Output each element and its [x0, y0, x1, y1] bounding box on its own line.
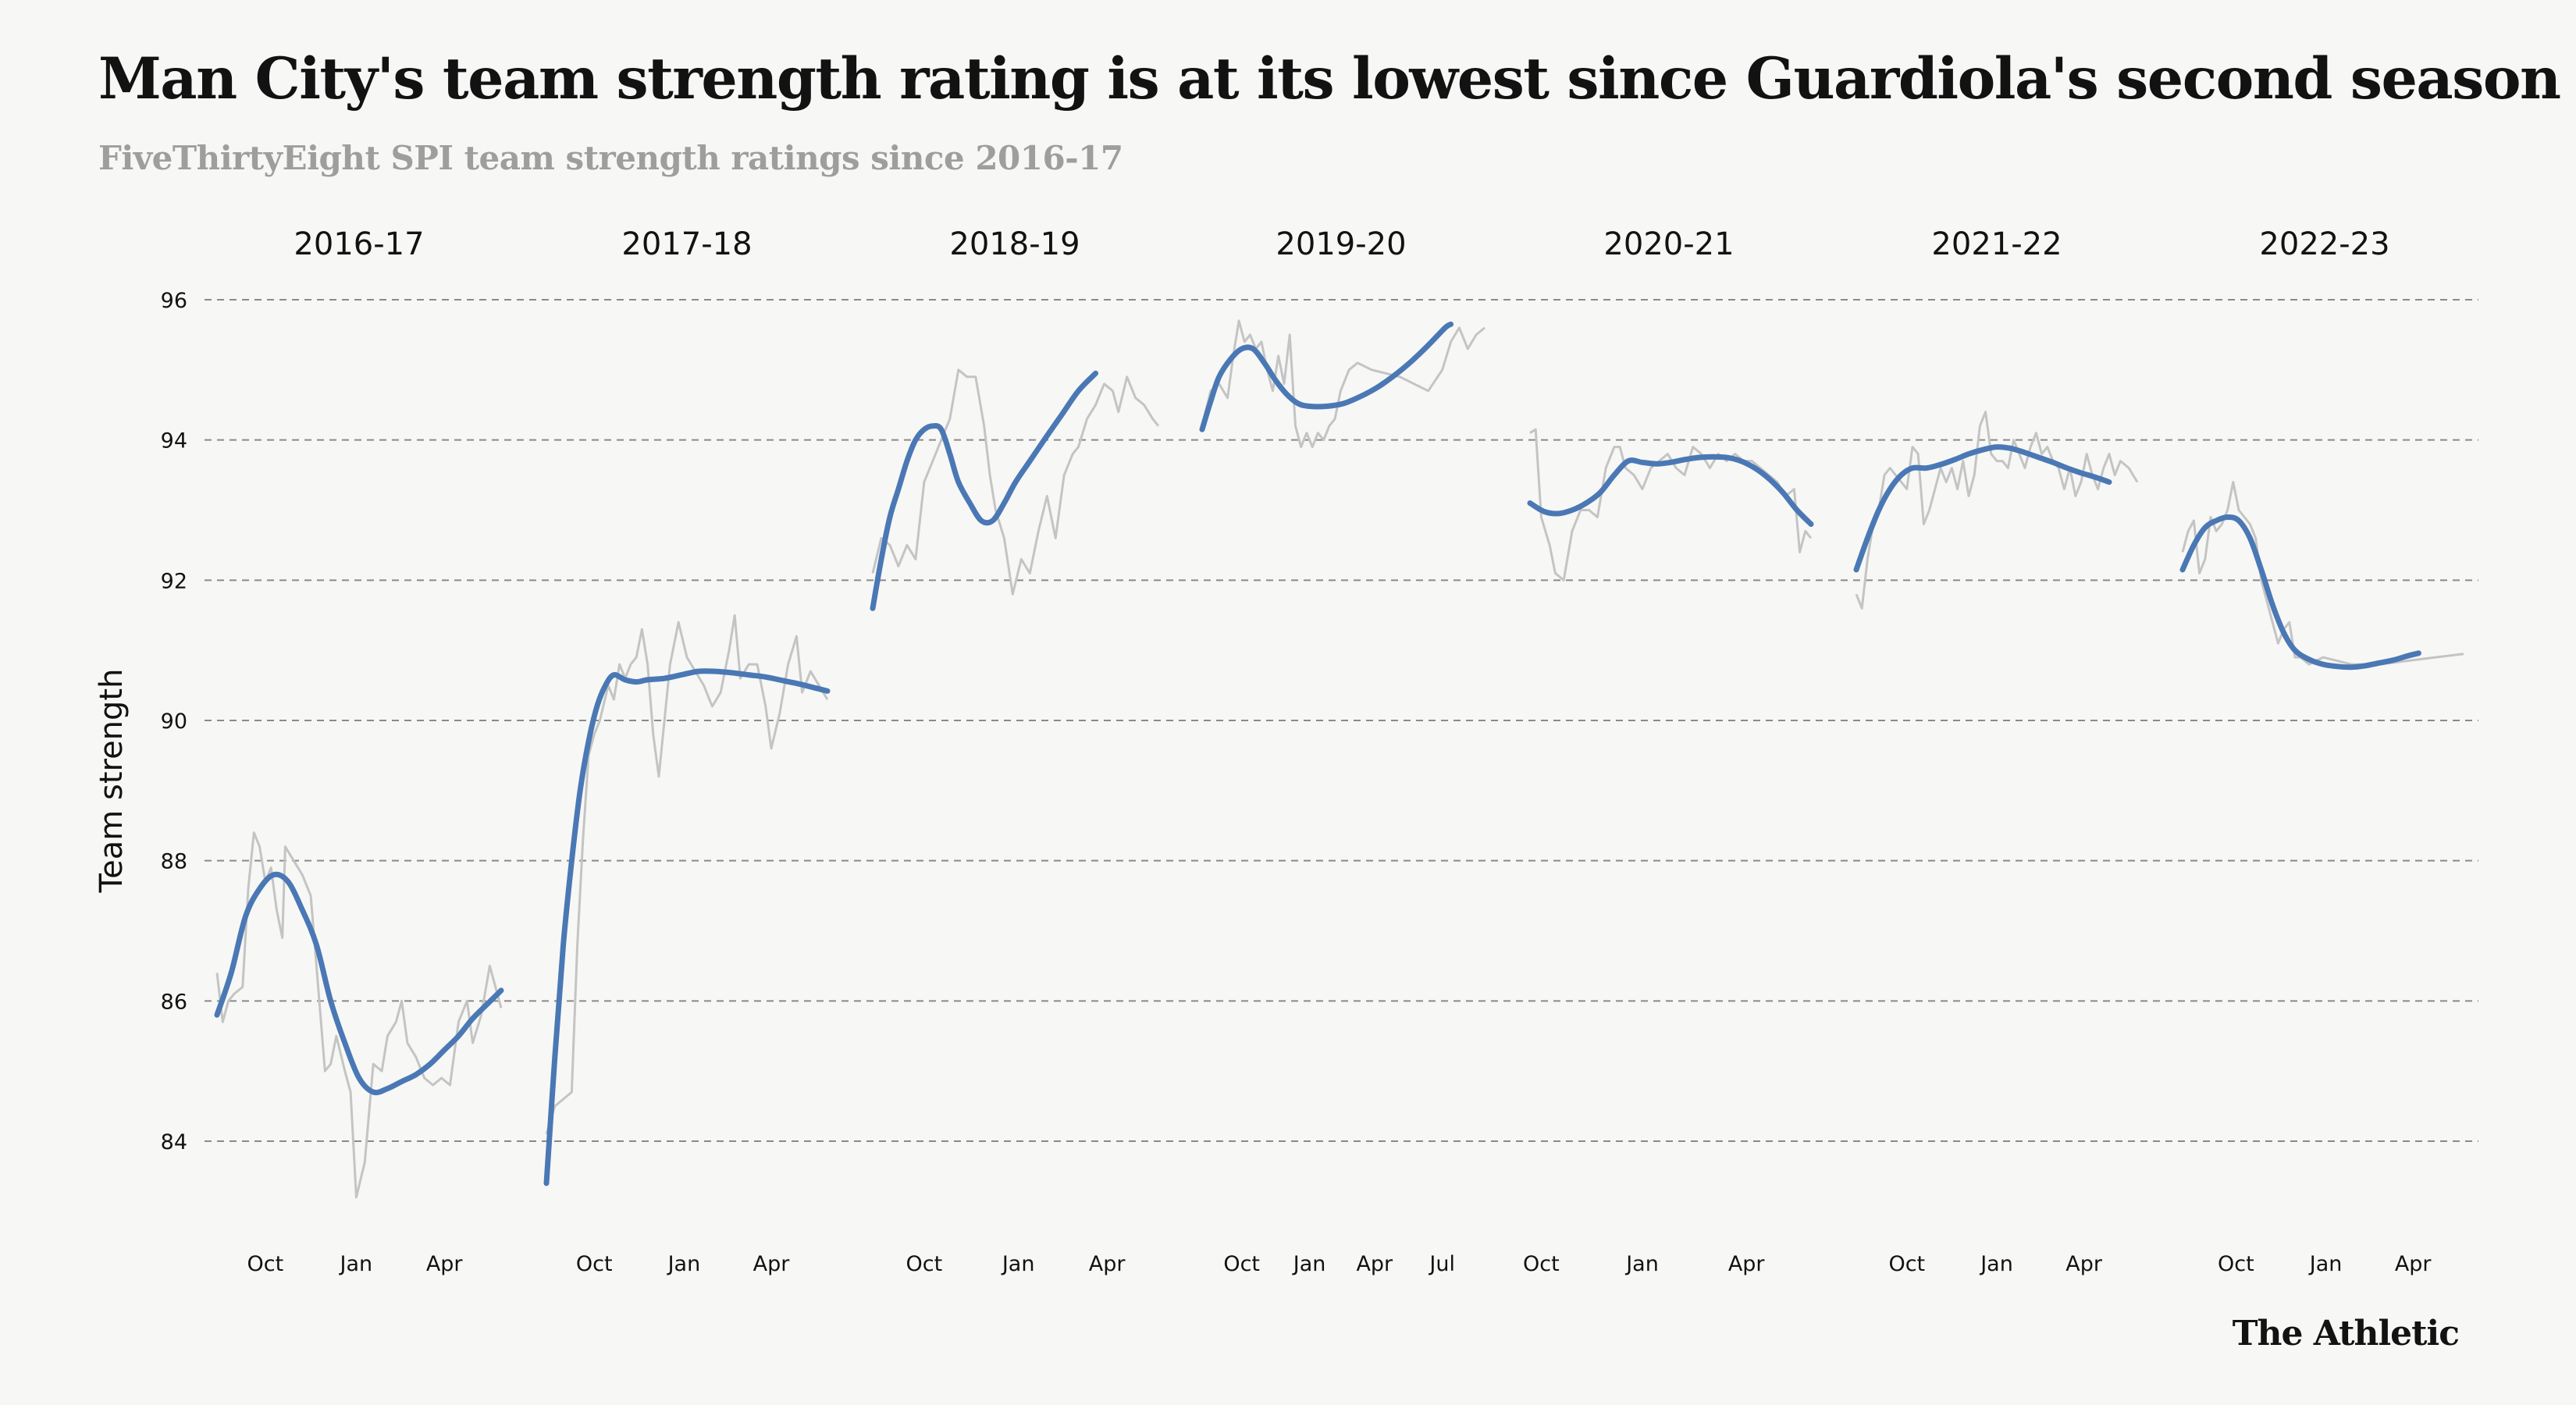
y-tick-label: 90 [161, 710, 187, 734]
panels-layer: 2016-17 Oct Jan Apr 2017-18 Oct Jan Apr 2018-19 O… [214, 226, 2464, 1276]
season-panel-2016-17: 2016-17 Oct Jan Apr [214, 226, 504, 1276]
season-panel-2017-18: 2017-18 Oct Jan Apr [543, 226, 831, 1276]
x-tick-label: Apr [753, 1252, 791, 1276]
y-axis: Team strength 84 86 88 90 92 94 96 [94, 289, 187, 1154]
x-tick-label: Apr [426, 1252, 464, 1276]
trend-line [543, 668, 831, 1186]
brand-logo: The Athletic [2232, 1314, 2460, 1353]
season-label: 2020-21 [1603, 226, 1734, 262]
season-label: 2019-20 [1276, 226, 1406, 262]
x-tick-label: Apr [1356, 1252, 1393, 1276]
y-tick-label: 84 [161, 1130, 187, 1154]
y-tick-label: 88 [161, 850, 187, 874]
x-tick-label: Jan [2308, 1252, 2343, 1276]
x-tick-label: Oct [2218, 1252, 2254, 1276]
x-tick-label: Oct [247, 1252, 284, 1276]
raw-rating-line [871, 368, 1160, 596]
y-axis-label: Team strength [94, 669, 130, 894]
x-tick-label: Jan [1292, 1252, 1326, 1276]
raw-rating-line [2181, 481, 2464, 666]
chart-title: Man City's team strength rating is at it… [98, 45, 2561, 112]
trend-line [870, 370, 1098, 611]
y-tick-label: 92 [161, 569, 187, 593]
y-tick-label: 94 [161, 429, 187, 454]
x-tick-label: Oct [906, 1252, 943, 1276]
raw-rating-line [1855, 411, 2139, 610]
trend-line [214, 871, 504, 1096]
trend-line [1853, 444, 2112, 573]
season-panel-2018-19: 2018-19 Oct Jan Apr [870, 226, 1160, 1276]
season-label: 2017-18 [621, 226, 752, 262]
x-tick-label: Oct [1223, 1252, 1260, 1276]
season-label: 2021-22 [1931, 226, 2062, 262]
x-tick-label: Apr [1728, 1252, 1766, 1276]
x-tick-label: Jan [1979, 1252, 2013, 1276]
x-tick-label: Oct [1523, 1252, 1560, 1276]
trend-line [2179, 514, 2421, 670]
raw-rating-line [1201, 319, 1485, 449]
season-label: 2022-23 [2259, 226, 2389, 262]
grid-layer [205, 299, 2478, 1142]
x-tick-label: Jan [339, 1252, 373, 1276]
season-panel-2022-23: 2022-23 Oct Jan Apr [2179, 226, 2464, 1276]
x-tick-label: Apr [2395, 1252, 2432, 1276]
x-tick-label: Jan [1624, 1252, 1659, 1276]
x-tick-label: Apr [2065, 1252, 2103, 1276]
x-tick-label: Oct [1888, 1252, 1925, 1276]
x-tick-label: Apr [1089, 1252, 1126, 1276]
season-panel-2021-22: 2021-22 Oct Jan Apr [1853, 226, 2139, 1276]
x-tick-label: Jan [1001, 1252, 1035, 1276]
season-panel-2019-20: 2019-20 Oct Jan Apr Jul [1199, 226, 1485, 1276]
y-tick-label: 96 [161, 289, 187, 313]
trend-line [1199, 321, 1454, 432]
raw-rating-line [545, 614, 829, 1135]
y-tick-label: 86 [161, 990, 187, 1014]
raw-rating-line [215, 831, 503, 1199]
season-label: 2016-17 [294, 226, 424, 262]
x-tick-label: Jul [1428, 1252, 1455, 1276]
season-panel-2020-21: 2020-21 Oct Jan Apr [1523, 226, 1814, 1276]
trend-line [1527, 454, 1814, 527]
chart-subtitle: FiveThirtyEight SPI team strength rating… [98, 139, 1123, 177]
x-tick-label: Oct [576, 1252, 613, 1276]
x-tick-label: Jan [667, 1252, 701, 1276]
raw-rating-line [1529, 428, 1813, 582]
season-label: 2018-19 [949, 226, 1080, 262]
